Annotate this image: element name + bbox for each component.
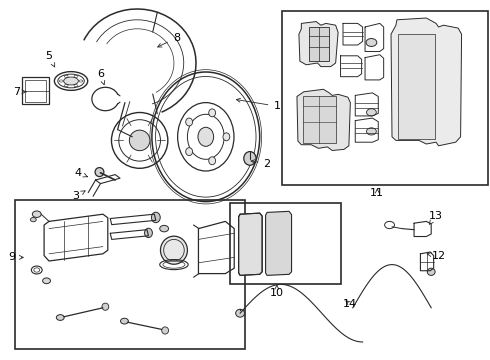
Text: 1: 1 — [236, 98, 280, 111]
Ellipse shape — [64, 77, 78, 85]
Bar — [230, 203, 341, 284]
Ellipse shape — [209, 109, 216, 117]
Text: 12: 12 — [427, 251, 445, 261]
Text: 11: 11 — [370, 188, 384, 198]
Ellipse shape — [209, 157, 216, 165]
Ellipse shape — [367, 109, 376, 116]
Ellipse shape — [95, 167, 104, 176]
Text: 13: 13 — [429, 211, 443, 224]
Polygon shape — [391, 18, 462, 146]
Ellipse shape — [427, 268, 435, 275]
Text: 7: 7 — [14, 87, 26, 97]
Ellipse shape — [160, 225, 169, 232]
Bar — [22, 77, 49, 104]
Ellipse shape — [145, 228, 152, 238]
Ellipse shape — [151, 212, 160, 222]
Ellipse shape — [186, 118, 193, 126]
Ellipse shape — [161, 236, 187, 264]
Ellipse shape — [129, 130, 150, 150]
Text: 5: 5 — [46, 51, 55, 67]
Ellipse shape — [43, 278, 50, 284]
Ellipse shape — [223, 133, 230, 141]
Polygon shape — [239, 213, 262, 275]
Text: 9: 9 — [9, 252, 23, 262]
Ellipse shape — [121, 318, 128, 324]
Ellipse shape — [236, 309, 245, 317]
Text: 10: 10 — [270, 285, 284, 298]
Text: 4: 4 — [75, 168, 88, 178]
Ellipse shape — [56, 315, 64, 320]
Ellipse shape — [244, 152, 256, 165]
Ellipse shape — [30, 217, 36, 222]
Ellipse shape — [198, 127, 214, 146]
Text: 3: 3 — [73, 191, 85, 201]
Polygon shape — [299, 22, 338, 67]
Bar — [309, 27, 329, 61]
Text: 2: 2 — [251, 159, 270, 169]
Ellipse shape — [366, 39, 377, 46]
Bar — [303, 96, 336, 143]
Bar — [15, 200, 245, 349]
Polygon shape — [297, 89, 350, 150]
Bar — [282, 11, 488, 185]
Text: 6: 6 — [97, 69, 105, 85]
Ellipse shape — [102, 303, 109, 310]
Ellipse shape — [367, 128, 376, 135]
Ellipse shape — [418, 79, 434, 90]
Text: 8: 8 — [158, 33, 180, 47]
Ellipse shape — [162, 327, 169, 334]
Polygon shape — [266, 211, 292, 275]
Text: 14: 14 — [343, 299, 357, 309]
Ellipse shape — [32, 211, 41, 217]
Bar — [25, 80, 46, 102]
Ellipse shape — [186, 148, 193, 156]
Bar — [398, 34, 435, 139]
